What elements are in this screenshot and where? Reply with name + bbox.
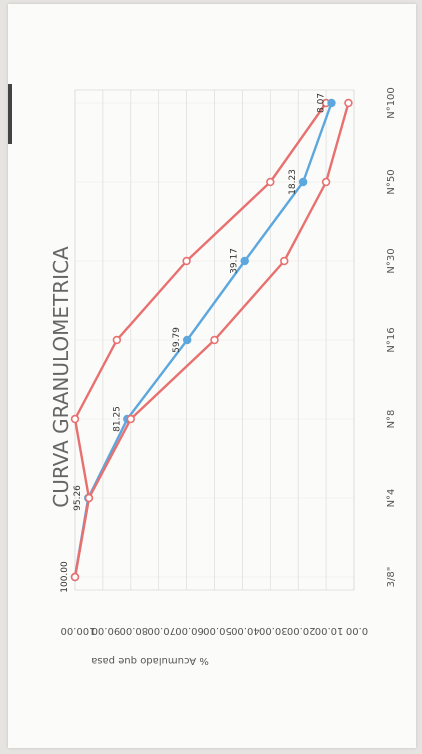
y-tick-label: 80.00 <box>119 625 148 636</box>
y-tick-label: 100.00 <box>61 625 96 636</box>
x-tick-label: N°16 <box>386 327 397 352</box>
x-tick-label: N°30 <box>386 248 397 273</box>
y-tick-label: 20.00 <box>287 625 316 636</box>
chart-title: CURVA GRANULOMETRICA <box>49 246 73 508</box>
data-label: 59.79 <box>172 327 182 353</box>
data-label: 18.23 <box>288 169 298 195</box>
x-tick-label: N°8 <box>386 410 397 429</box>
x-tick-label: N°4 <box>386 489 397 508</box>
y-tick-label: 0.00 <box>346 625 368 636</box>
data-label: 95.26 <box>73 485 83 511</box>
y-tick-label: 40.00 <box>231 625 260 636</box>
data-point <box>344 98 353 108</box>
chart-ticks: 0.0010.0020.0030.0040.0050.0060.0070.008… <box>61 87 398 636</box>
chart-series: 100.00 95.26 81.25 59.79 39.17 18.23 8.07 <box>60 93 353 593</box>
data-point <box>298 177 308 187</box>
data-point <box>266 177 275 187</box>
y-tick-label: 30.00 <box>259 625 288 636</box>
y-axis-label: % Acumulado que pasa <box>91 655 209 666</box>
x-tick-label: N°50 <box>386 169 397 194</box>
y-tick-label: 70.00 <box>147 625 176 636</box>
data-point <box>240 256 249 266</box>
paper-sheet <box>8 4 416 748</box>
y-tick-label: 60.00 <box>175 625 204 636</box>
data-point <box>126 414 136 424</box>
data-point <box>182 256 191 266</box>
y-tick-label: 50.00 <box>203 625 232 636</box>
data-point <box>327 98 336 108</box>
data-point <box>112 335 122 345</box>
data-point <box>210 335 219 345</box>
data-label: 39.17 <box>230 248 240 274</box>
y-tick-label: 90.00 <box>92 625 121 636</box>
binding-edge <box>8 84 12 144</box>
data-point <box>182 335 192 345</box>
data-point <box>70 572 80 582</box>
x-tick-label: 3/8" <box>386 567 397 588</box>
data-label: 100.00 <box>60 561 70 593</box>
data-point <box>280 256 289 266</box>
y-tick-label: 10.00 <box>315 625 344 636</box>
data-label: 8.07 <box>316 93 326 113</box>
data-point <box>321 177 331 187</box>
x-tick-label: N°100 <box>386 87 397 119</box>
data-point <box>84 493 94 503</box>
data-label: 81.25 <box>112 406 122 432</box>
data-point <box>70 414 80 424</box>
